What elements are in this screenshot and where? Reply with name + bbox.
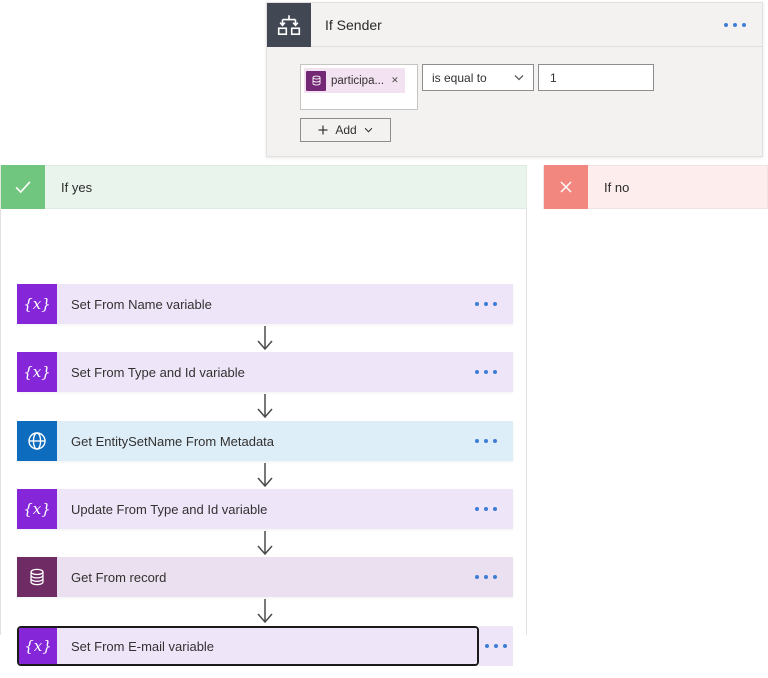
if-yes-label: If yes xyxy=(61,179,93,195)
action-card-get-entitysetname[interactable]: Get EntitySetName From Metadata xyxy=(17,421,513,461)
connector-arrow xyxy=(255,463,275,489)
if-no-label: If no xyxy=(604,179,630,195)
connector-arrow xyxy=(255,599,275,625)
branch-if-yes: If yes {x} Set From Name variable {x} xyxy=(0,165,527,666)
add-condition-button[interactable]: Add xyxy=(300,118,391,142)
ellipsis-menu-icon[interactable] xyxy=(475,507,497,511)
connector-arrow xyxy=(255,394,275,420)
action-label: Set From Name variable xyxy=(71,296,212,312)
action-card-update-from-type-id[interactable]: {x} Update From Type and Id variable xyxy=(17,489,513,529)
condition-value-input[interactable] xyxy=(548,69,644,86)
ellipsis-menu-icon[interactable] xyxy=(475,575,497,579)
flow-designer-canvas: If Sender participa... ✕ is equal to xyxy=(0,2,768,666)
action-label: Get EntitySetName From Metadata xyxy=(71,433,275,449)
if-yes-header[interactable]: If yes xyxy=(0,165,527,209)
action-card-set-from-email-selected[interactable]: {x} Set From E-mail variable xyxy=(17,626,513,666)
if-no-header[interactable]: If no xyxy=(543,165,768,209)
connector-arrow xyxy=(255,326,275,352)
database-icon xyxy=(17,557,57,597)
branch-if-no: If no xyxy=(543,165,768,635)
connector-arrow xyxy=(255,531,275,557)
ellipsis-menu-icon[interactable] xyxy=(475,439,497,443)
token-label: participa... xyxy=(331,74,385,87)
action-label: Update From Type and Id variable xyxy=(71,501,268,517)
action-label: Set From E-mail variable xyxy=(71,638,215,654)
variable-icon: {x} xyxy=(17,352,57,392)
ellipsis-menu-icon[interactable] xyxy=(724,22,746,27)
action-label: Get From record xyxy=(71,569,167,585)
action-card-get-from-record[interactable]: Get From record xyxy=(17,557,513,597)
action-card-set-from-name[interactable]: {x} Set From Name variable xyxy=(17,284,513,324)
variable-icon: {x} xyxy=(17,284,57,324)
ellipsis-menu-icon[interactable] xyxy=(475,370,497,374)
chevron-down-icon xyxy=(364,127,372,133)
chevron-down-icon xyxy=(514,75,524,81)
plus-icon xyxy=(318,125,328,135)
operator-dropdown[interactable]: is equal to xyxy=(422,64,534,91)
variable-icon: {x} xyxy=(17,489,57,529)
variable-icon: {x} xyxy=(19,628,57,664)
dynamic-content-token[interactable]: participa... ✕ xyxy=(304,68,405,93)
condition-icon xyxy=(267,2,311,47)
ellipsis-menu-icon[interactable] xyxy=(475,302,497,306)
condition-card[interactable]: If Sender participa... ✕ is equal to xyxy=(266,2,763,157)
condition-value-field xyxy=(538,64,654,91)
x-icon xyxy=(544,165,588,209)
add-button-label: Add xyxy=(335,123,357,137)
operator-value: is equal to xyxy=(432,70,487,85)
condition-operand-box[interactable]: participa... ✕ xyxy=(300,64,418,110)
if-yes-actions: {x} Set From Name variable {x} Set From … xyxy=(1,209,526,678)
action-label: Set From Type and Id variable xyxy=(71,364,245,380)
selected-card-outline[interactable]: {x} Set From E-mail variable xyxy=(17,626,479,666)
ellipsis-menu-icon[interactable] xyxy=(479,626,513,666)
condition-title: If Sender xyxy=(325,16,382,33)
action-card-set-from-type-id[interactable]: {x} Set From Type and Id variable xyxy=(17,352,513,392)
token-remove-icon[interactable]: ✕ xyxy=(391,75,399,85)
check-icon xyxy=(1,165,45,209)
dataverse-token-icon xyxy=(306,70,326,91)
condition-card-header[interactable]: If Sender xyxy=(267,2,762,47)
globe-icon xyxy=(17,421,57,461)
